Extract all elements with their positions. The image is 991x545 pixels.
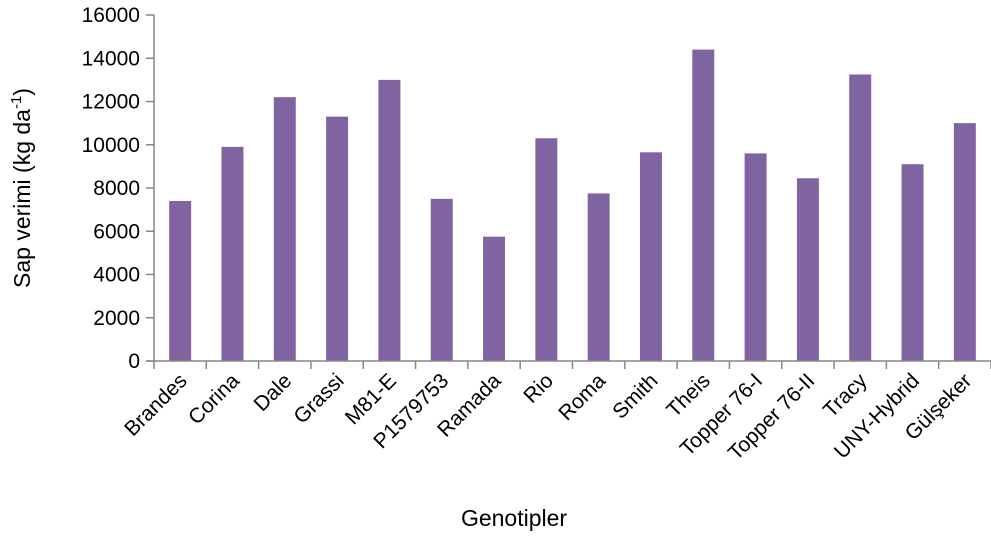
x-axis-title: Genotipler <box>461 505 567 531</box>
y-tick-label: 6000 <box>93 220 140 243</box>
y-tick-label: 0 <box>128 350 140 373</box>
x-tick-label: Smith <box>608 369 662 423</box>
x-tick-label: Grassi <box>289 369 348 428</box>
y-tick-label: 16000 <box>82 4 140 27</box>
x-tick-label: Brandes <box>120 369 192 441</box>
bar-brandes <box>169 200 192 361</box>
x-tick-label: Corina <box>184 369 244 429</box>
x-tick-label: Rio <box>519 369 558 408</box>
bar-rio <box>535 138 558 361</box>
y-tick-label: 2000 <box>93 307 140 330</box>
bar-dale <box>273 97 296 362</box>
x-tick-label: Roma <box>554 369 610 425</box>
y-axis-title-main: Sap verimi (kg da <box>9 109 35 288</box>
x-tick-label: Dale <box>250 369 297 416</box>
bar-smith <box>639 152 662 361</box>
bar-corina <box>221 146 244 361</box>
bar-grassi <box>326 116 349 361</box>
bar-roma <box>587 193 610 361</box>
y-axis-title-superscript: -1 <box>8 96 25 109</box>
bar-ramada <box>483 236 506 361</box>
bar-uny-hybrid <box>901 164 924 361</box>
bars-group <box>169 49 976 362</box>
y-tick-label: 10000 <box>82 134 140 157</box>
bar-g-l-eker <box>953 123 976 362</box>
y-tick-label: 14000 <box>82 47 140 70</box>
bar-theis <box>692 49 715 361</box>
y-tick-label: 8000 <box>93 177 140 200</box>
y-axis-title-close: ) <box>9 88 35 96</box>
bar-tracy <box>849 74 872 361</box>
axes-group <box>146 14 991 369</box>
bar-topper-76-ii <box>796 178 819 361</box>
y-axis-title: Sap verimi (kg da-1) <box>8 88 35 288</box>
y-tick-label: 12000 <box>82 91 140 114</box>
y-tick-label: 4000 <box>93 264 140 287</box>
bar-m81-e <box>378 79 401 362</box>
bar-topper-76-i <box>744 153 767 361</box>
y-tick-labels: 0 2000 4000 6000 8000 10000 12000 14000 16000 <box>82 4 140 373</box>
bar-p1579753 <box>430 198 453 361</box>
